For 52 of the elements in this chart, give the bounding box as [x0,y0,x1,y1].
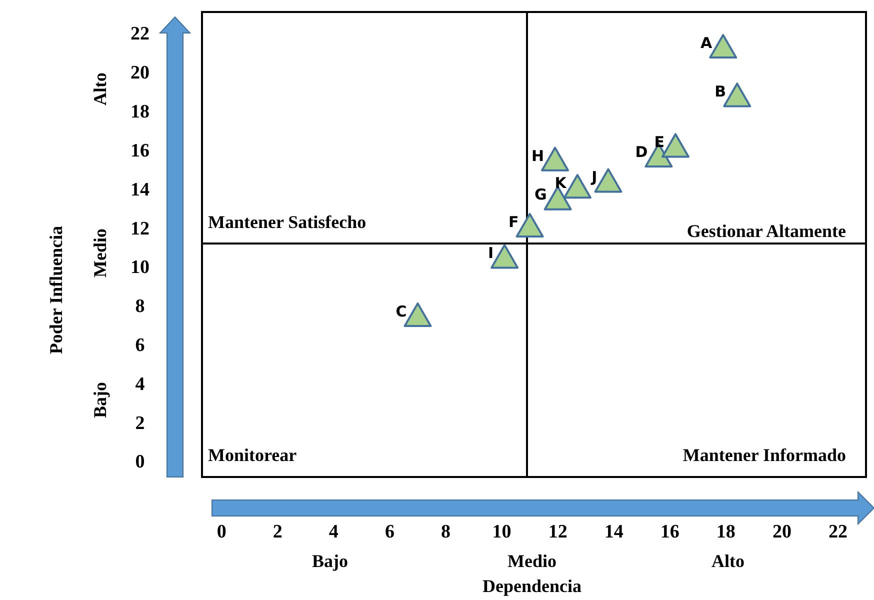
annotation: D [635,142,648,161]
x-tick-label: 20 [772,521,792,542]
annotation: A [700,34,713,52]
point [723,82,752,108]
x-tick-label: 16 [660,521,680,542]
y-tick-label: 0 [135,452,145,473]
annotation: B [714,82,726,101]
y-tick-label: 12 [130,218,150,240]
y-tick-label: 8 [135,296,145,318]
annotation: E [654,133,664,152]
y-tick-label: 20 [130,62,150,84]
x-tick-label: 22 [828,521,848,542]
x-tick-label: 14 [604,521,624,542]
annotation: I [488,244,494,262]
text: Bajo [90,382,110,418]
y-tick-label: 6 [135,335,145,356]
x-tick-label: 6 [384,521,394,542]
annotation: K [554,174,568,192]
text: Alto [90,72,110,106]
point [594,168,622,193]
annotation: F [508,212,519,231]
x-tick-label: 10 [492,521,512,542]
x-tick-label: 0 [216,521,226,542]
annotation: Mantener Informado [682,445,846,465]
annotation: J [590,168,598,186]
x-tick-label: 2 [272,521,282,542]
y-tick-label: 22 [130,24,150,45]
y-tick-label: 2 [135,412,145,434]
y-axis-title: Poder Influencia [46,226,66,354]
annotation: Mantener Satisfecho [208,212,366,232]
annotation: Monitorear [208,445,297,465]
x-tick-label: 8 [440,521,450,542]
x-axis-title: Dependencia [482,576,582,596]
text: Medio [90,228,110,278]
annotation: C [396,302,407,320]
annotation: H [531,146,544,165]
x-tick-label: 12 [548,521,568,542]
y-tick-label: 16 [130,140,150,162]
x-tick-label: 18 [716,521,736,542]
point [516,212,544,238]
x-tick-label: 4 [328,521,339,542]
y-tick-label: 4 [135,374,146,395]
text: Medio [508,551,556,571]
annotation: G [534,186,547,204]
text: Alto [712,551,744,571]
y-tick-label: 14 [130,179,150,200]
y-tick-label: 18 [130,102,150,123]
annotation: Gestionar Altamente [686,221,846,241]
point [541,146,570,172]
text: Bajo [312,551,348,571]
y-tick-label: 10 [130,257,150,278]
point [490,244,519,269]
